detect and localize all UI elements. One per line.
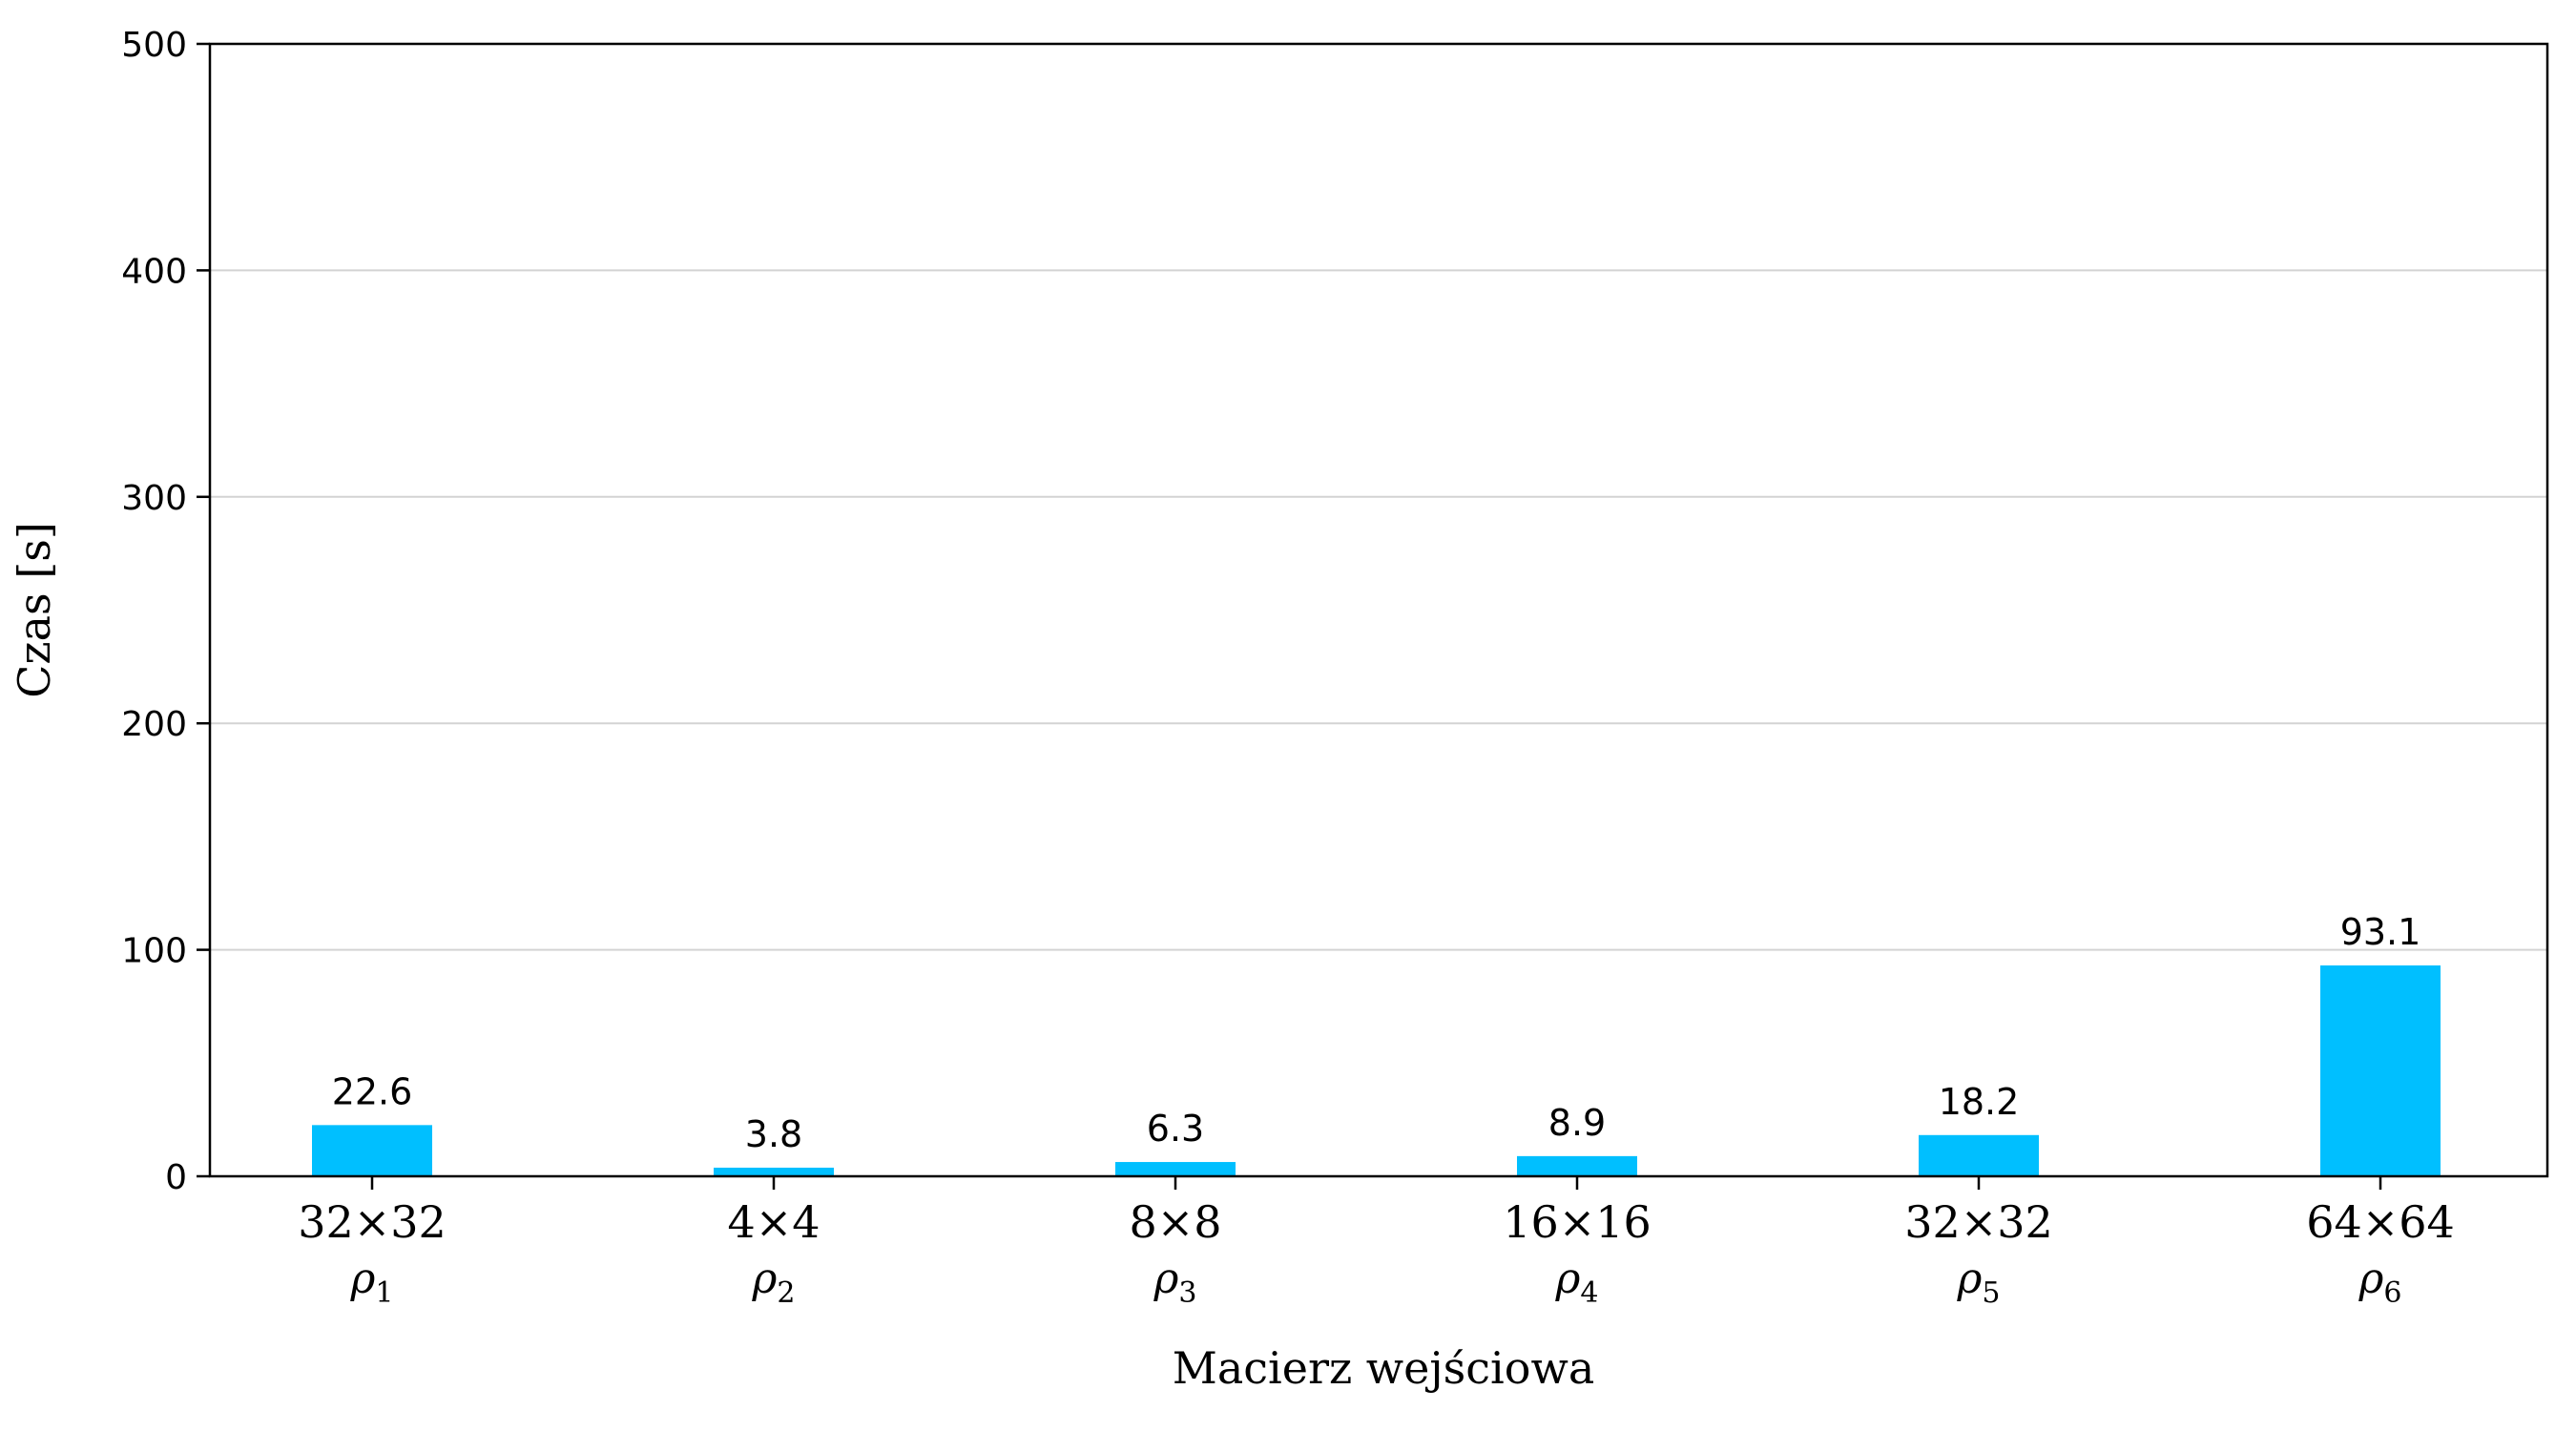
plot-frame	[208, 42, 2549, 1178]
x-tick-label: 32×32	[1904, 1196, 2053, 1248]
data-label: 18.2	[1939, 1081, 2020, 1123]
y-tick-label: 400	[121, 252, 187, 291]
x-tick-label: 64×64	[2306, 1196, 2455, 1248]
x-tick-sublabel: ρ1	[350, 1255, 394, 1310]
y-axis-ticks: 0 100 200 300 400 500	[121, 26, 210, 1197]
y-axis-title: Czas [s]	[9, 522, 60, 698]
x-tick-label: 32×32	[298, 1196, 447, 1248]
y-tick-label: 0	[165, 1158, 187, 1197]
x-tick-sublabel: ρ5	[1957, 1255, 2001, 1310]
y-tick-label: 300	[121, 479, 187, 518]
x-tick-sublabel: ρ2	[752, 1255, 796, 1310]
x-tick-label: 16×16	[1503, 1196, 1652, 1248]
x-tick-sublabel: ρ4	[1555, 1255, 1599, 1310]
bar	[1115, 1162, 1236, 1176]
y-tick-label: 500	[121, 26, 187, 65]
x-tick-label: 8×8	[1129, 1196, 1221, 1248]
bar	[1919, 1134, 2039, 1176]
y-tick-label: 100	[121, 932, 187, 971]
x-axis-ticks: 32×32 ρ1 4×4 ρ2 8×8 ρ3 16×16 ρ4 32×32 ρ5 64×64 ρ6	[298, 1176, 2455, 1310]
bar	[714, 1167, 834, 1176]
data-label: 8.9	[1548, 1102, 1606, 1144]
bar	[1517, 1155, 1637, 1176]
data-labels: 22.6 3.8 6.3 8.9 18.2 93.1	[332, 911, 2421, 1155]
bar	[312, 1125, 432, 1176]
data-label: 93.1	[2340, 911, 2421, 953]
x-tick-sublabel: ρ6	[2358, 1255, 2402, 1310]
bar	[2320, 964, 2441, 1176]
bars	[312, 964, 2441, 1176]
x-axis-title: Macierz wejściowa	[1173, 1342, 1595, 1394]
x-tick-label: 4×4	[727, 1196, 820, 1248]
data-label: 6.3	[1147, 1108, 1204, 1150]
data-label: 22.6	[332, 1070, 413, 1112]
y-tick-label: 200	[121, 705, 187, 744]
data-label: 3.8	[745, 1113, 802, 1155]
grid-lines	[210, 269, 2547, 951]
x-tick-sublabel: ρ3	[1153, 1255, 1197, 1310]
